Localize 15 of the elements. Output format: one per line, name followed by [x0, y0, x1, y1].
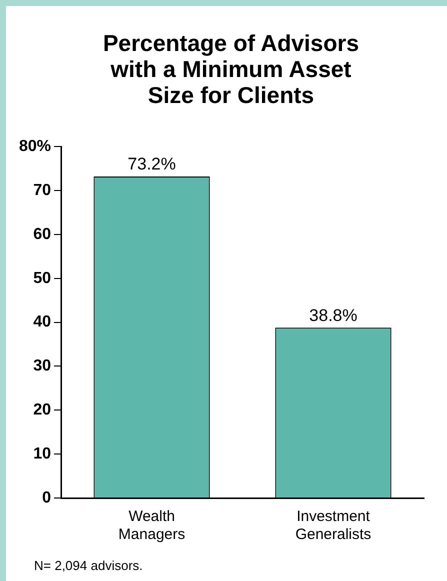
text: N= 2,094 advisors.	[34, 558, 143, 573]
y-tick-label: 60	[33, 226, 52, 243]
y-tick-label: 30	[33, 358, 52, 375]
chart-title: Percentage of Advisors with a Minimum Asset Size for Clients	[102, 30, 360, 108]
y-tick-label: 80%	[18, 138, 52, 156]
y-tick-label: 70	[33, 182, 52, 199]
data-label: 38.8%	[309, 306, 358, 325]
y-tick-label: 40	[33, 314, 52, 331]
x-tick-label: Investment Generalists	[295, 508, 372, 544]
y-tick-label: 0	[42, 489, 52, 506]
data-label: 73.2%	[128, 154, 176, 174]
y-tick-label: 20	[33, 402, 52, 419]
x-tick-label: Wealth Managers	[118, 508, 186, 544]
y-tick-label: 10	[33, 445, 52, 462]
y-tick-label: 50	[33, 270, 52, 287]
